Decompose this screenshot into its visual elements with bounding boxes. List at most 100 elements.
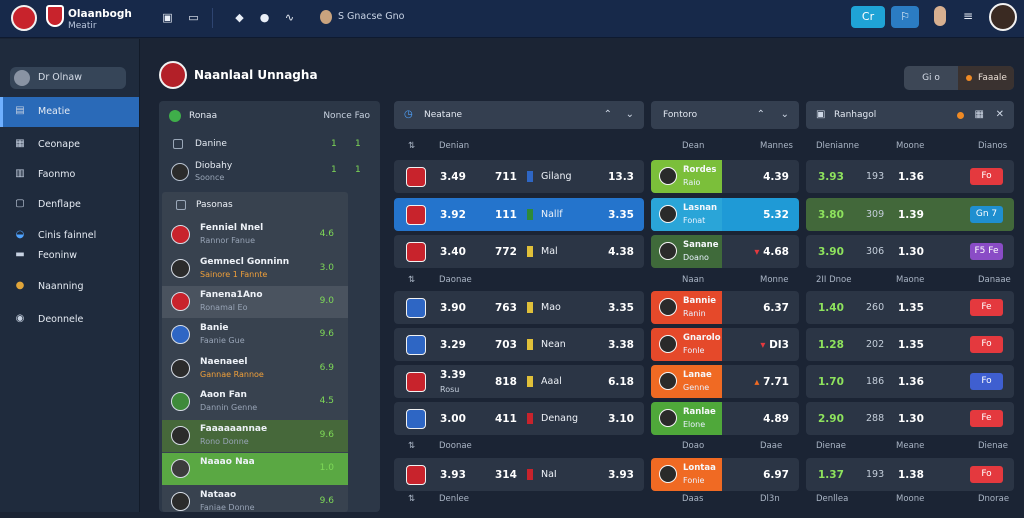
sidebar-item-naanning[interactable]: ● Naanning [0, 272, 139, 302]
market-value[interactable]: 6.97 [763, 469, 789, 481]
market-row[interactable]: Gnarolo Fonle ▾ DI3 [651, 328, 799, 361]
tv-icon[interactable]: ▭ [188, 11, 199, 24]
market-row[interactable]: Bannie Ranin 6.37 [651, 291, 799, 324]
column-header-label[interactable]: 2II Dnoe [816, 275, 852, 285]
column-header-label[interactable]: Dl3n [760, 494, 780, 504]
odds-draw[interactable]: 763 [495, 302, 517, 314]
chevron-down-icon[interactable]: ⌄ [625, 109, 634, 120]
close-icon[interactable]: ✕ [995, 109, 1004, 120]
market-value[interactable]: 5.32 [763, 209, 789, 221]
sort-icon[interactable]: ⇅ [408, 141, 416, 151]
match-row[interactable]: 3.49 711 Gilang 13.3 [394, 160, 644, 193]
column-header-label[interactable]: Dnorae [978, 494, 1010, 504]
column-header-label[interactable]: Monne [760, 275, 789, 285]
odds-home[interactable]: 3.92 [440, 209, 466, 221]
column-header-label[interactable]: Meane [896, 441, 925, 451]
odds-draw[interactable]: 411 [495, 413, 517, 425]
team-row[interactable]: Fanena1Ano Ronamal Eo 9.0 [162, 286, 348, 318]
column-header-label[interactable]: Dienae [978, 441, 1008, 451]
odds-home[interactable]: 3.39 [440, 369, 466, 381]
column-header-label[interactable]: Dean [682, 141, 705, 151]
stats-row[interactable]: 3.93 193 1.36 Fo [806, 160, 1014, 193]
odds-away[interactable]: 6.18 [608, 376, 634, 388]
chat-icon[interactable]: ● [259, 11, 270, 24]
stat-odds[interactable]: 1.39 [898, 209, 924, 221]
sidebar-search[interactable]: Dr Olnaw [10, 67, 126, 89]
match-row[interactable]: 3.90 763 Mao 3.35 [394, 291, 644, 324]
column-header-label[interactable]: Denllea [816, 494, 849, 504]
column-header-label[interactable]: Doao [682, 441, 705, 451]
bet-tag-button[interactable]: F5 Fe [970, 243, 1003, 260]
bet-tag-button[interactable]: Fo [970, 168, 1003, 185]
team-row[interactable]: Fenniel Nnel Rannor Fanue 4.6 [162, 219, 348, 251]
list-item[interactable]: Diobahy Soonce 1 1 [159, 157, 380, 191]
sort-icon[interactable]: ⇅ [408, 494, 416, 504]
odds-away[interactable]: 3.10 [608, 413, 634, 425]
odds-away[interactable]: 3.35 [608, 302, 634, 314]
column-header-label[interactable]: Doonae [439, 441, 472, 451]
bet-tag-button[interactable]: Fo [970, 373, 1003, 390]
stat-odds[interactable]: 1.36 [898, 376, 924, 388]
stat-odds[interactable]: 1.30 [898, 246, 924, 258]
team-row[interactable]: Naaao Naa 1.0 [162, 453, 348, 485]
market-row[interactable]: Lasnan Fonat 5.32 [651, 198, 799, 231]
stat-odds[interactable]: 1.30 [898, 413, 924, 425]
column-header-label[interactable]: Daae [760, 441, 783, 451]
sidebar-item-cinis-fainnel[interactable]: ◒ Cinis fainnel [0, 221, 139, 251]
market-value[interactable]: 4.89 [763, 413, 789, 425]
stat-odds[interactable]: 1.36 [898, 171, 924, 183]
chevron-down-icon[interactable]: ⌄ [780, 109, 789, 120]
column-header-label[interactable]: Maone [896, 275, 925, 285]
stat-odds[interactable]: 1.35 [898, 302, 924, 314]
bet-tag-button[interactable]: Gn 7 [970, 206, 1003, 223]
odds-home[interactable]: 3.00 [440, 413, 466, 425]
player-avatar[interactable] [934, 6, 946, 26]
odds-draw[interactable]: 111 [495, 209, 517, 221]
flag-button[interactable]: ⚐ [891, 6, 919, 28]
market-value[interactable]: ▾ 4.68 [754, 246, 789, 258]
wave-icon[interactable]: ∿ [284, 11, 295, 24]
stats-row[interactable]: 3.80 309 1.39 Gn 7 [806, 198, 1014, 231]
expand-icon[interactable]: ⌃ [603, 109, 612, 120]
market-row[interactable]: Ranlae Elone 4.89 [651, 402, 799, 435]
market-value[interactable]: 4.39 [763, 171, 789, 183]
column-header-label[interactable]: Daonae [439, 275, 472, 285]
sidebar-item-feoninw[interactable]: ▬ Feoninw [0, 241, 139, 271]
stats-row[interactable]: 2.90 288 1.30 Fe [806, 402, 1014, 435]
odds-draw[interactable]: 818 [495, 376, 517, 388]
shield-icon[interactable]: ◆ [235, 11, 244, 24]
team-row[interactable]: Gemnecl Gonninn Sainore 1 Fannte 3.0 [162, 253, 348, 285]
market-value[interactable]: ▴ 7.71 [754, 376, 789, 388]
stats-row[interactable]: 3.90 306 1.30 F5 Fe [806, 235, 1014, 268]
column-header-label[interactable]: Dlenianne [816, 141, 860, 151]
match-row[interactable]: 3.00 411 Denang 3.10 [394, 402, 644, 435]
stats-row[interactable]: 1.40 260 1.35 Fe [806, 291, 1014, 324]
match-row[interactable]: 3.39 818 Aaal Rosu 6.18 [394, 365, 644, 398]
sidebar-item-faonmo[interactable]: ▥ Faonmo [0, 160, 139, 190]
menu-icon[interactable]: ≡ [962, 9, 974, 23]
match-row[interactable]: 3.92 111 Nallf 3.35 [394, 198, 644, 231]
odds-home[interactable]: 3.40 [440, 246, 466, 258]
stat-odds[interactable]: 1.35 [898, 339, 924, 351]
list-item[interactable]: Danine 1 1 [159, 131, 380, 157]
team-row[interactable]: Faaaaaannae Rono Donne 9.6 [162, 420, 348, 452]
column-header-label[interactable]: Danaae [978, 275, 1011, 285]
odds-away[interactable]: 3.35 [608, 209, 634, 221]
segment-b[interactable]: Faaale [958, 66, 1014, 90]
market-row[interactable]: Sanane Doano ▾ 4.68 [651, 235, 799, 268]
twitch-icon[interactable]: ▣ [162, 11, 173, 24]
stats-row[interactable]: 1.70 186 1.36 Fo [806, 365, 1014, 398]
sort-icon[interactable]: ⇅ [408, 275, 416, 285]
sidebar-item-denflape[interactable]: ▢ Denflape [0, 190, 139, 220]
odds-draw[interactable]: 703 [495, 339, 517, 351]
column-header-label[interactable]: Denlee [439, 494, 469, 504]
team-row[interactable]: Nataao Faniae Donne 9.6 [162, 486, 348, 518]
market-row[interactable]: Lanae Genne ▴ 7.71 [651, 365, 799, 398]
odds-draw[interactable]: 711 [495, 171, 517, 183]
column-header-label[interactable]: Naan [682, 275, 705, 285]
match-row[interactable]: 3.93 314 NaI 3.93 [394, 458, 644, 491]
stats-row[interactable]: 1.28 202 1.35 Fo [806, 328, 1014, 361]
stats-row[interactable]: 1.37 193 1.38 Fo [806, 458, 1014, 491]
expand-icon[interactable]: ⌃ [756, 109, 765, 120]
odds-away[interactable]: 4.38 [608, 246, 634, 258]
